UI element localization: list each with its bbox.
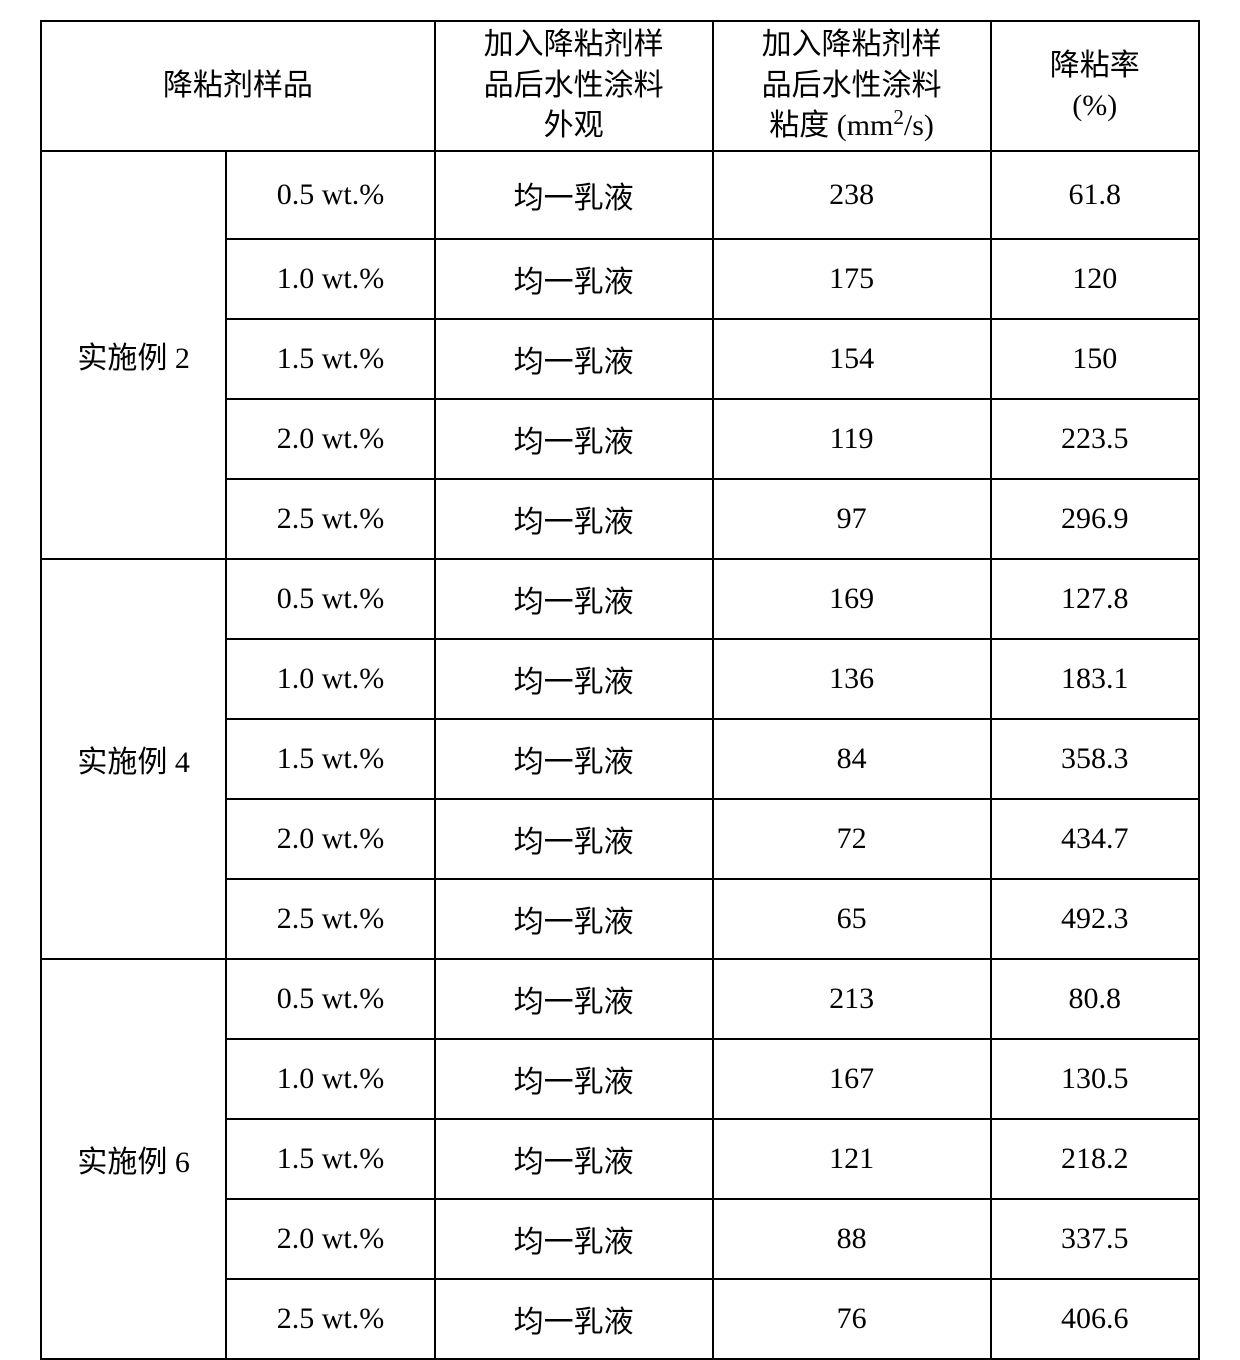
group-cell: 实施例 6 (41, 959, 226, 1359)
table-row: 实施例 20.5 wt.%均一乳液23861.8 (41, 151, 1199, 239)
cell-viscosity: 175 (713, 239, 991, 319)
cell-rate: 406.6 (991, 1279, 1199, 1359)
cell-appearance: 均一乳液 (435, 1279, 713, 1359)
cell-rate: 223.5 (991, 399, 1199, 479)
cell-appearance: 均一乳液 (435, 1119, 713, 1199)
col-header-appearance: 加入降粘剂样 品后水性涂料 外观 (435, 21, 713, 151)
cell-concentration: 2.5 wt.% (226, 879, 434, 959)
cell-appearance: 均一乳液 (435, 639, 713, 719)
cell-viscosity: 72 (713, 799, 991, 879)
cell-viscosity: 213 (713, 959, 991, 1039)
cell-concentration: 2.5 wt.% (226, 1279, 434, 1359)
cell-rate: 127.8 (991, 559, 1199, 639)
cell-rate: 434.7 (991, 799, 1199, 879)
table-row: 实施例 40.5 wt.%均一乳液169127.8 (41, 559, 1199, 639)
col-header-viscosity: 加入降粘剂样 品后水性涂料 粘度 (mm2/s) (713, 21, 991, 151)
cell-appearance: 均一乳液 (435, 959, 713, 1039)
cell-concentration: 2.5 wt.% (226, 479, 434, 559)
cell-rate: 492.3 (991, 879, 1199, 959)
cell-concentration: 0.5 wt.% (226, 959, 434, 1039)
cell-appearance: 均一乳液 (435, 479, 713, 559)
cell-viscosity: 84 (713, 719, 991, 799)
cell-concentration: 1.0 wt.% (226, 239, 434, 319)
cell-appearance: 均一乳液 (435, 719, 713, 799)
cell-concentration: 0.5 wt.% (226, 559, 434, 639)
table-body: 实施例 20.5 wt.%均一乳液23861.81.0 wt.%均一乳液1751… (41, 151, 1199, 1359)
cell-rate: 120 (991, 239, 1199, 319)
cell-appearance: 均一乳液 (435, 559, 713, 639)
cell-concentration: 1.0 wt.% (226, 1039, 434, 1119)
cell-concentration: 1.5 wt.% (226, 719, 434, 799)
cell-viscosity: 121 (713, 1119, 991, 1199)
cell-rate: 337.5 (991, 1199, 1199, 1279)
group-cell: 实施例 4 (41, 559, 226, 959)
cell-rate: 183.1 (991, 639, 1199, 719)
cell-concentration: 0.5 wt.% (226, 151, 434, 239)
cell-viscosity: 238 (713, 151, 991, 239)
cell-appearance: 均一乳液 (435, 319, 713, 399)
cell-rate: 80.8 (991, 959, 1199, 1039)
col-header-rate: 降粘率 (%) (991, 21, 1199, 151)
cell-concentration: 1.0 wt.% (226, 639, 434, 719)
cell-appearance: 均一乳液 (435, 799, 713, 879)
cell-viscosity: 88 (713, 1199, 991, 1279)
cell-concentration: 1.5 wt.% (226, 319, 434, 399)
cell-viscosity: 169 (713, 559, 991, 639)
cell-concentration: 2.0 wt.% (226, 399, 434, 479)
col-header-sample-text: 降粘剂样品 (163, 69, 313, 102)
cell-rate: 296.9 (991, 479, 1199, 559)
cell-viscosity: 119 (713, 399, 991, 479)
cell-appearance: 均一乳液 (435, 239, 713, 319)
cell-viscosity: 154 (713, 319, 991, 399)
cell-rate: 61.8 (991, 151, 1199, 239)
group-cell: 实施例 2 (41, 151, 226, 559)
cell-rate: 150 (991, 319, 1199, 399)
cell-rate: 358.3 (991, 719, 1199, 799)
cell-viscosity: 167 (713, 1039, 991, 1119)
cell-viscosity: 76 (713, 1279, 991, 1359)
cell-appearance: 均一乳液 (435, 1039, 713, 1119)
cell-viscosity: 97 (713, 479, 991, 559)
cell-viscosity: 136 (713, 639, 991, 719)
cell-rate: 218.2 (991, 1119, 1199, 1199)
cell-concentration: 1.5 wt.% (226, 1119, 434, 1199)
cell-appearance: 均一乳液 (435, 151, 713, 239)
cell-appearance: 均一乳液 (435, 399, 713, 479)
col-header-sample: 降粘剂样品 (41, 21, 435, 151)
table-row: 实施例 60.5 wt.%均一乳液21380.8 (41, 959, 1199, 1039)
table-header-row: 降粘剂样品 加入降粘剂样 品后水性涂料 外观 加入降粘剂样 品后水性涂料 粘度 … (41, 21, 1199, 151)
cell-rate: 130.5 (991, 1039, 1199, 1119)
viscosity-table: 降粘剂样品 加入降粘剂样 品后水性涂料 外观 加入降粘剂样 品后水性涂料 粘度 … (40, 20, 1200, 1360)
cell-concentration: 2.0 wt.% (226, 1199, 434, 1279)
cell-appearance: 均一乳液 (435, 879, 713, 959)
cell-viscosity: 65 (713, 879, 991, 959)
cell-concentration: 2.0 wt.% (226, 799, 434, 879)
cell-appearance: 均一乳液 (435, 1199, 713, 1279)
